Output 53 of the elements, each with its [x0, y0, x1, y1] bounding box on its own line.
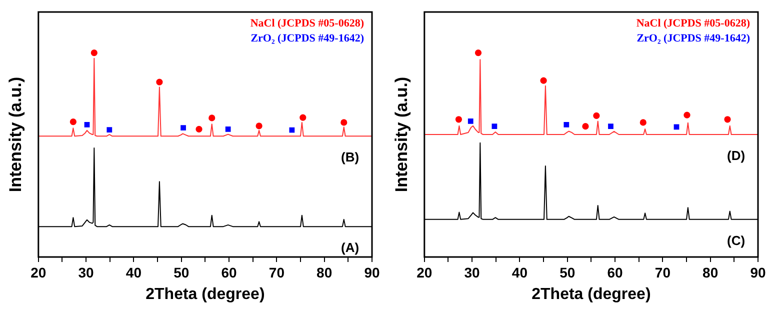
point — [564, 122, 570, 128]
x-tick-label: 50 — [174, 264, 190, 280]
point — [540, 77, 547, 84]
point — [225, 126, 231, 132]
point — [84, 122, 90, 128]
point — [256, 122, 262, 130]
x-tick-label: 80 — [316, 264, 332, 280]
x-tick-label: 30 — [464, 264, 480, 280]
point — [289, 127, 295, 133]
x-tick-label: 40 — [512, 264, 528, 280]
text: NaCl (JCPDS #05-0628) — [636, 17, 750, 30]
x-tick-label: 30 — [78, 264, 94, 280]
text: ZrO₂ (JCPDS #49-1642) — [636, 32, 750, 44]
point — [300, 114, 306, 121]
annotation: (B) — [340, 150, 360, 165]
x-tick-label: 60 — [607, 264, 624, 280]
y-axis-title: Intensity (a.u.) — [6, 76, 25, 192]
point — [593, 112, 600, 120]
x-tick-label: 90 — [364, 264, 380, 280]
point — [106, 127, 112, 132]
point — [468, 118, 474, 124]
point — [340, 119, 348, 126]
point — [196, 126, 202, 132]
annotation: (D) — [726, 148, 746, 164]
x-axis-title: 2Theta (degree) — [146, 286, 265, 303]
point — [582, 123, 589, 130]
text: ZrO₂ (JCPDS #49-1642) — [250, 32, 364, 44]
point — [684, 112, 690, 118]
point — [724, 116, 731, 123]
x-tick-label: 80 — [702, 264, 718, 280]
annotation: (A) — [340, 240, 360, 256]
point — [608, 124, 614, 130]
point — [640, 119, 646, 126]
point — [492, 124, 498, 130]
point — [90, 50, 98, 56]
x-tick-label: 90 — [750, 264, 766, 280]
x-tick-label: 70 — [654, 264, 671, 280]
point — [70, 118, 76, 126]
x-tick-label: 20 — [30, 264, 46, 280]
x-tick-label: 60 — [221, 264, 238, 280]
text: NaCl (JCPDS #05-0628) — [250, 17, 364, 30]
y-axis-title: Intensity (a.u.) — [392, 76, 411, 192]
x-tick-label: 40 — [126, 264, 142, 280]
annotation: (C) — [726, 233, 746, 248]
x-tick-label: 20 — [416, 264, 432, 280]
x-axis-title: 2Theta (degree) — [532, 286, 651, 303]
point — [156, 78, 163, 86]
x-tick-label: 50 — [560, 264, 576, 280]
point — [455, 116, 462, 123]
point — [180, 125, 186, 130]
point — [208, 114, 216, 122]
x-tick-label: 70 — [268, 264, 285, 280]
point — [474, 50, 482, 56]
